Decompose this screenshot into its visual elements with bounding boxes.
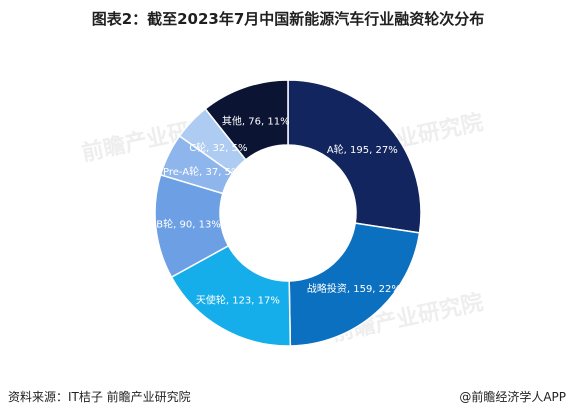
slice-label-0: A轮, 195, 27%: [327, 143, 398, 156]
slice-0: [287, 79, 422, 234]
slice-1: [288, 222, 421, 347]
slice-label-6: 其他, 76, 11%: [222, 114, 290, 127]
slice-label-4: Pre-A轮, 37, 5%: [163, 165, 240, 178]
slice-label-2: 天使轮, 123, 17%: [196, 294, 280, 307]
brand-credit: @前瞻经济学人APP: [459, 390, 566, 404]
slice-2: [170, 244, 292, 347]
slice-6: [204, 79, 289, 161]
source-note: 资料来源：IT桔子 前瞻产业研究院: [8, 390, 191, 404]
slice-label-5: C轮, 32, 5%: [189, 141, 247, 154]
slice-label-1: 战略投资, 159, 22%: [307, 282, 401, 295]
slice-label-3: B轮, 90, 13%: [156, 218, 221, 231]
chart-title: 图表2：截至2023年7月中国新能源汽车行业融资轮次分布: [91, 10, 485, 28]
